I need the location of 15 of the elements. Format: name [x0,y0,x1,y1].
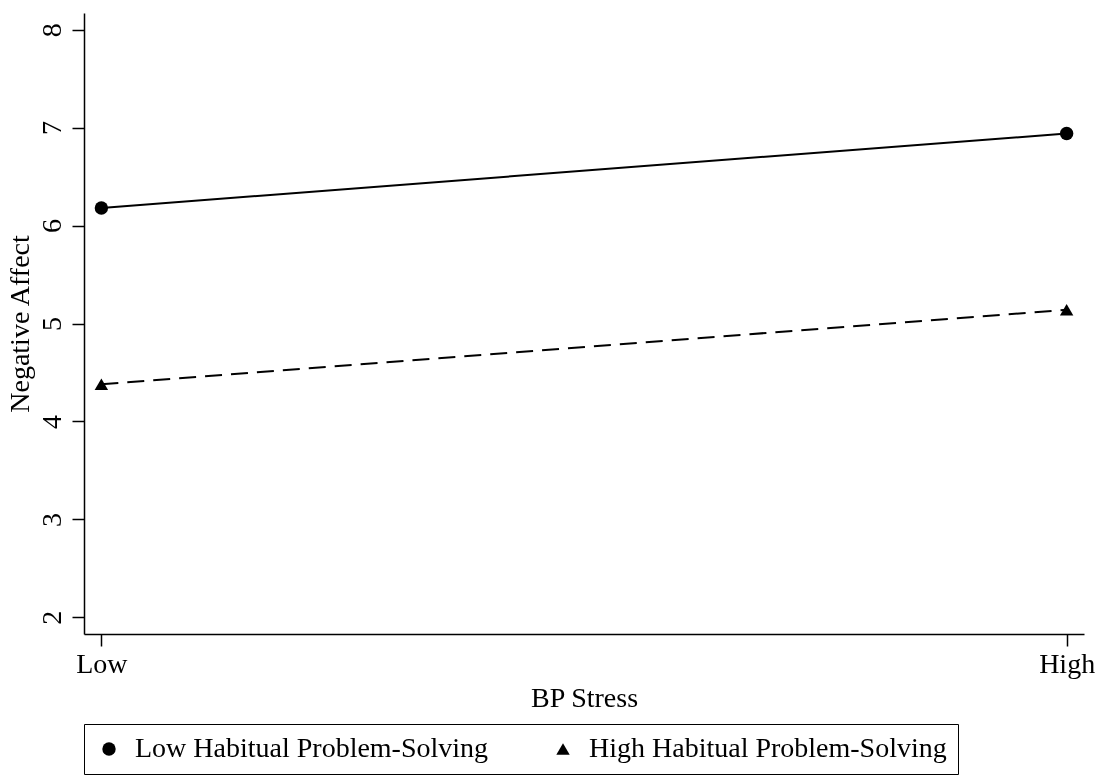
x-tick-label: High [1039,647,1096,679]
y-tick-label: 2 [35,610,67,625]
legend-label: Low Habitual Problem-Solving [135,732,489,763]
y-tick-label: 3 [35,512,67,527]
point [1059,126,1074,141]
legend-label: High Habitual Problem-Solving [589,732,947,763]
y-tick-label: 4 [35,414,67,429]
y-axis-title: Negative Affect [3,235,35,413]
y-tick-label: 5 [35,317,67,331]
y-tick-label: 7 [35,121,67,136]
x-tick-label: Low [76,647,129,679]
x-axis-title: BP Stress [530,681,639,713]
y-tick-label: 6 [35,219,67,234]
point [94,201,109,215]
y-tick-label: 8 [35,23,67,38]
